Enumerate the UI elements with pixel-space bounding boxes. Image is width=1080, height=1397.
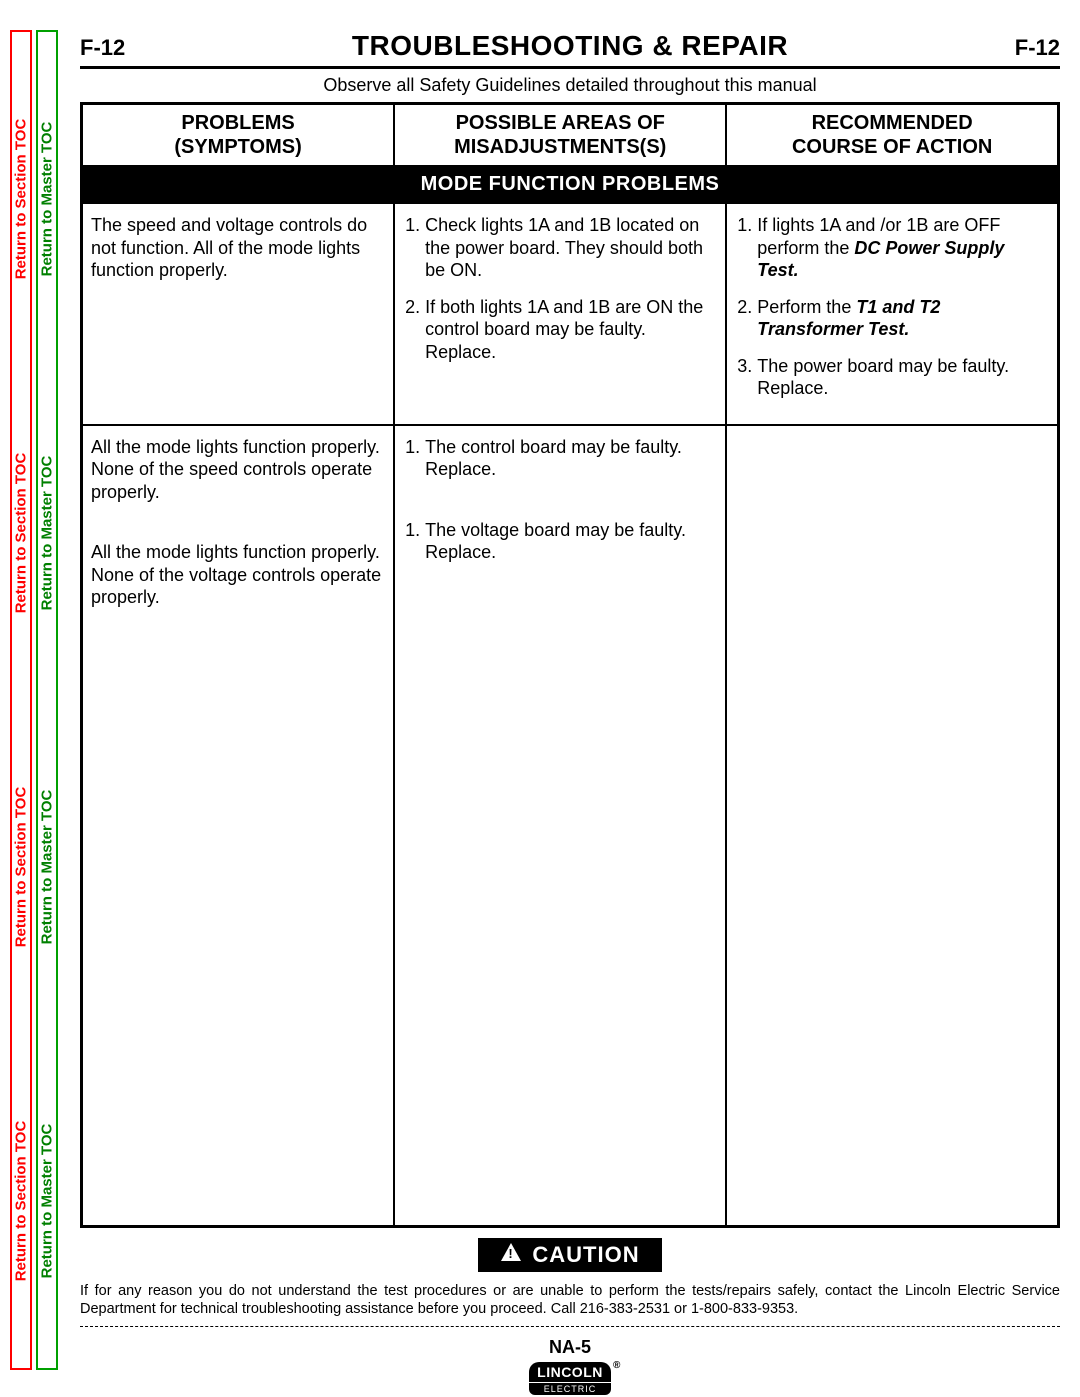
symptom-cell: All the mode lights function properly. N… xyxy=(82,425,395,637)
dashed-divider xyxy=(80,1326,1060,1327)
column-header-misadjustments: POSSIBLE AREAS OFMISADJUSTMENTS(S) xyxy=(394,104,726,167)
misadjustment-cell: The control board may be faulty. Replace… xyxy=(394,425,726,637)
table-row: The speed and voltage controls do not fu… xyxy=(82,203,1059,425)
troubleshooting-table: PROBLEMS(SYMPTOMS) POSSIBLE AREAS OFMISA… xyxy=(80,102,1060,1228)
page-number-left: F-12 xyxy=(80,35,125,61)
return-section-toc-link[interactable]: Return to Section TOC xyxy=(12,366,30,700)
page-footer: NA-5 LINCOLN ® ELECTRIC xyxy=(80,1337,1060,1397)
master-toc-column: Return to Master TOC Return to Master TO… xyxy=(36,30,58,1370)
action-cell: If lights 1A and /or 1B are OFF perform … xyxy=(726,203,1058,425)
misadjustment-cell: Check lights 1A and 1B located on the po… xyxy=(394,203,726,425)
caution-label: CAUTION xyxy=(532,1242,639,1268)
page-header: F-12 TROUBLESHOOTING & REPAIR F-12 xyxy=(80,30,1060,69)
page-title: TROUBLESHOOTING & REPAIR xyxy=(352,30,788,62)
safety-note: Observe all Safety Guidelines detailed t… xyxy=(80,75,1060,96)
section-title: MODE FUNCTION PROBLEMS xyxy=(82,166,1059,203)
return-section-toc-link[interactable]: Return to Section TOC xyxy=(12,32,30,366)
section-toc-column: Return to Section TOC Return to Section … xyxy=(10,30,32,1370)
return-master-toc-link[interactable]: Return to Master TOC xyxy=(38,32,56,366)
model-number: NA-5 xyxy=(80,1337,1060,1358)
column-header-problems: PROBLEMS(SYMPTOMS) xyxy=(82,104,395,167)
warning-icon: ! xyxy=(500,1242,522,1268)
return-master-toc-link[interactable]: Return to Master TOC xyxy=(38,366,56,700)
svg-text:!: ! xyxy=(509,1246,514,1261)
return-section-toc-link[interactable]: Return to Section TOC xyxy=(12,1034,30,1368)
section-title-row: MODE FUNCTION PROBLEMS xyxy=(82,166,1059,203)
return-master-toc-link[interactable]: Return to Master TOC xyxy=(38,700,56,1034)
page-number-right: F-12 xyxy=(1015,35,1060,61)
return-section-toc-link[interactable]: Return to Section TOC xyxy=(12,700,30,1034)
return-master-toc-link[interactable]: Return to Master TOC xyxy=(38,1034,56,1368)
column-header-action: RECOMMENDEDCOURSE OF ACTION xyxy=(726,104,1058,167)
table-filler-row xyxy=(82,637,1059,1227)
table-row: All the mode lights function properly. N… xyxy=(82,425,1059,637)
side-navigation-tabs: Return to Section TOC Return to Section … xyxy=(10,30,60,1370)
table-header-row: PROBLEMS(SYMPTOMS) POSSIBLE AREAS OFMISA… xyxy=(82,104,1059,167)
page-content: F-12 TROUBLESHOOTING & REPAIR F-12 Obser… xyxy=(80,30,1060,1397)
lincoln-electric-logo: LINCOLN ® ELECTRIC xyxy=(529,1362,611,1395)
action-cell xyxy=(726,425,1058,637)
caution-banner: ! CAUTION xyxy=(478,1238,661,1272)
disclaimer-text: If for any reason you do not understand … xyxy=(80,1282,1060,1318)
caution-container: ! CAUTION xyxy=(80,1238,1060,1272)
symptom-cell: The speed and voltage controls do not fu… xyxy=(82,203,395,425)
